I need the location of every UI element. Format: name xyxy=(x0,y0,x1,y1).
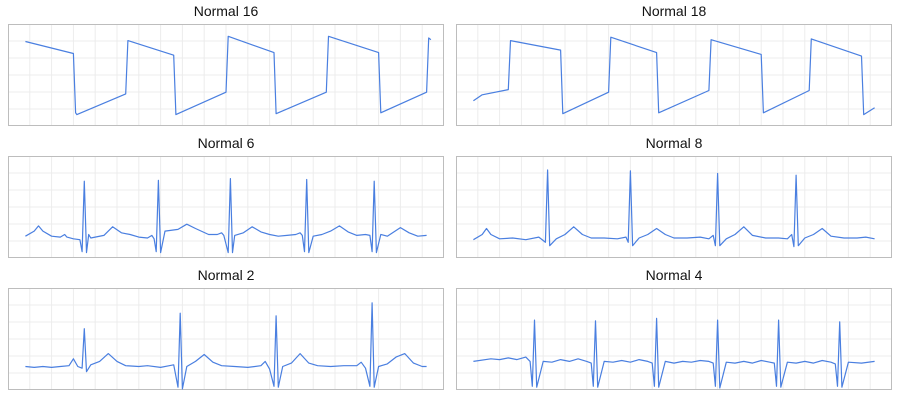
chart-title: Normal 6 xyxy=(197,135,255,151)
chart-panel-6: Normal 4 xyxy=(456,266,892,396)
series-line xyxy=(473,36,875,116)
chart-panel-3: Normal 6 xyxy=(8,134,444,264)
chart-title: Normal 16 xyxy=(193,3,259,19)
chart-plot xyxy=(456,24,892,126)
chart-title: Normal 8 xyxy=(645,135,703,151)
chart-panel-2: Normal 18 xyxy=(456,2,892,132)
chart-title: Normal 18 xyxy=(641,3,707,19)
chart-panel-1: Normal 16 xyxy=(8,2,444,132)
series-line xyxy=(473,169,875,248)
grid-lines xyxy=(457,157,891,257)
series-line xyxy=(473,317,875,389)
grid-lines xyxy=(9,157,443,257)
series-line xyxy=(25,35,432,116)
series-line xyxy=(25,302,427,390)
chart-plot xyxy=(8,288,444,390)
chart-panel-5: Normal 2 xyxy=(8,266,444,396)
series-line xyxy=(25,178,427,254)
chart-plot xyxy=(8,24,444,126)
chart-plot xyxy=(456,288,892,390)
chart-plot xyxy=(8,156,444,258)
chart-title: Normal 2 xyxy=(197,267,255,283)
grid-lines xyxy=(9,25,443,125)
chart-panel-4: Normal 8 xyxy=(456,134,892,264)
chart-title: Normal 4 xyxy=(645,267,703,283)
grid-lines xyxy=(457,289,891,389)
chart-plot xyxy=(456,156,892,258)
